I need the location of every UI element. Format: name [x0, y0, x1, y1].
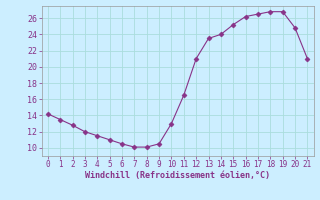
X-axis label: Windchill (Refroidissement éolien,°C): Windchill (Refroidissement éolien,°C)	[85, 171, 270, 180]
